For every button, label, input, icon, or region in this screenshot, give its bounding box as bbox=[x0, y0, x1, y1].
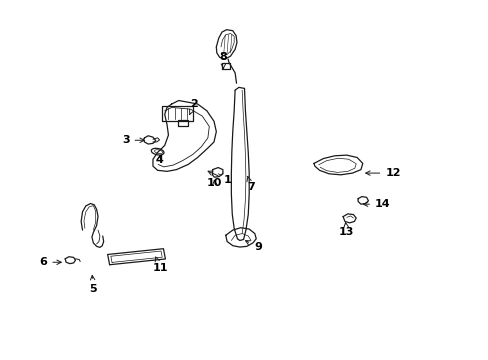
Text: 14: 14 bbox=[363, 199, 390, 209]
Text: 1: 1 bbox=[208, 171, 231, 185]
Text: 9: 9 bbox=[245, 240, 261, 252]
Text: 5: 5 bbox=[89, 275, 97, 294]
Text: 11: 11 bbox=[152, 257, 167, 273]
Text: 4: 4 bbox=[155, 155, 163, 165]
Text: 3: 3 bbox=[122, 135, 144, 145]
Text: 6: 6 bbox=[40, 257, 61, 267]
Text: 7: 7 bbox=[246, 176, 254, 192]
Text: 2: 2 bbox=[189, 99, 198, 114]
Text: 10: 10 bbox=[206, 179, 222, 188]
Text: 12: 12 bbox=[365, 168, 400, 178]
Text: 13: 13 bbox=[339, 222, 354, 237]
Text: 8: 8 bbox=[219, 52, 227, 68]
